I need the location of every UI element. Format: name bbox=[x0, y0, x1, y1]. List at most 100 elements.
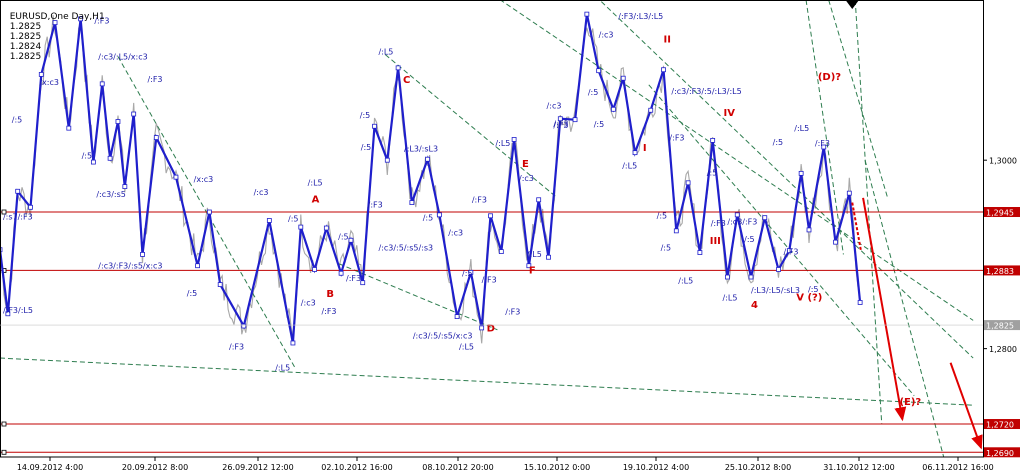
fractal-label: /:L5 bbox=[378, 48, 393, 57]
fractal-label: /:F3 bbox=[783, 247, 798, 256]
level-handle[interactable] bbox=[2, 422, 6, 426]
fractal-label: /:c3 bbox=[519, 174, 534, 183]
fractal-label: /:F3 bbox=[368, 200, 383, 209]
ohlc-low: 1.2824 bbox=[10, 42, 42, 52]
time-tick-label: 31.10.2012 12:00 bbox=[823, 463, 894, 472]
wave-node bbox=[426, 157, 430, 161]
wave-node bbox=[196, 264, 200, 268]
fractal-label: /:F3 bbox=[669, 133, 684, 142]
fractal-label: /:5 bbox=[588, 88, 598, 97]
fractal-label: /:F3 bbox=[472, 196, 487, 205]
fractal-label: /:c3 bbox=[547, 101, 562, 110]
fractal-label: /:5 bbox=[423, 213, 433, 222]
wave-node bbox=[361, 281, 365, 285]
fractal-label: /:5 bbox=[707, 168, 717, 177]
wave-node bbox=[585, 12, 589, 16]
fractal-label: /:c3/:s5 bbox=[96, 190, 126, 199]
fractal-label: /:F3 bbox=[482, 276, 497, 285]
wave-node bbox=[649, 108, 653, 112]
wave-node bbox=[597, 69, 601, 73]
fractal-label: /:5 bbox=[594, 120, 604, 129]
wave-node bbox=[834, 240, 838, 244]
fractal-label: /:F3 bbox=[346, 274, 361, 283]
wave-node bbox=[132, 112, 136, 116]
level-label: 1,2945 bbox=[986, 209, 1014, 218]
fractal-label: /:F3 bbox=[321, 307, 336, 316]
wave-node bbox=[621, 76, 625, 80]
wave-node bbox=[686, 181, 690, 185]
fractal-label: /:5 bbox=[773, 138, 783, 147]
fractal-label: /:L5 bbox=[495, 139, 510, 148]
wave-label: F bbox=[529, 265, 536, 276]
wave-node bbox=[611, 107, 615, 111]
fractal-label: /:c3/:F3/:s5/x:c3 bbox=[98, 262, 162, 271]
wave-node bbox=[349, 238, 353, 242]
wave-node bbox=[291, 341, 295, 345]
current-price-label: 1,2825 bbox=[986, 322, 1014, 331]
wave-node bbox=[218, 283, 222, 287]
wave-label: (D)? bbox=[818, 72, 841, 83]
wave-node bbox=[39, 72, 43, 76]
fractal-label: /:F3 bbox=[815, 139, 830, 148]
wave-node bbox=[777, 267, 781, 271]
fractal-label: /:L5 bbox=[678, 277, 693, 286]
wave-node bbox=[489, 214, 493, 218]
wave-label: V (?) bbox=[796, 293, 822, 304]
wave-node bbox=[499, 250, 503, 254]
wave-node bbox=[573, 118, 577, 122]
wave-label: II bbox=[664, 34, 671, 45]
level-label: 1,2720 bbox=[986, 421, 1014, 430]
fractal-label: /:L5 bbox=[459, 343, 474, 352]
wave-node bbox=[396, 66, 400, 70]
fractal-label: /:5 bbox=[361, 143, 371, 152]
ohlc-open: 1.2825 bbox=[10, 22, 42, 32]
fractal-label: /:c3 bbox=[448, 229, 463, 238]
fractal-label: /:5 bbox=[360, 111, 370, 120]
fractal-label: /:5 bbox=[12, 115, 22, 124]
wave-node bbox=[725, 275, 729, 279]
fractal-label: /:F3 bbox=[553, 119, 568, 128]
wave-node bbox=[67, 126, 71, 130]
fractal-label: /:5 bbox=[187, 289, 197, 298]
fractal-label: /x:c3 bbox=[39, 78, 59, 87]
wave-node bbox=[633, 151, 637, 155]
time-tick-label: 26.09.2012 12:00 bbox=[222, 463, 293, 472]
time-tick-label: 06.11.2012 16:00 bbox=[922, 463, 993, 472]
wave-label: (E)? bbox=[899, 397, 921, 408]
wave-label: I bbox=[643, 143, 647, 154]
wave-node bbox=[100, 82, 104, 86]
fractal-label: /:5 bbox=[744, 235, 754, 244]
fractal-label: /:L3/:L5/:sL3 bbox=[751, 286, 800, 295]
wave-node bbox=[858, 300, 862, 304]
wave-node bbox=[123, 185, 127, 189]
wave-node bbox=[267, 218, 271, 222]
wave-node bbox=[455, 315, 459, 319]
wave-node bbox=[749, 275, 753, 279]
wave-node bbox=[373, 124, 377, 128]
fractal-label: /:L5 bbox=[723, 294, 738, 303]
wave-label: A bbox=[312, 195, 320, 206]
level-label: 1,2883 bbox=[986, 267, 1014, 276]
wave-node bbox=[16, 189, 20, 193]
ohlc-close: 1.2825 bbox=[10, 52, 42, 62]
fractal-label: /:5 bbox=[661, 244, 671, 253]
wave-node bbox=[799, 171, 803, 175]
symbol-label: EURUSD,One Day,H1 bbox=[10, 12, 105, 22]
fractal-label: /:5 bbox=[288, 214, 298, 223]
wave-node bbox=[512, 137, 516, 141]
fractal-label: /:5 bbox=[657, 212, 667, 221]
fractal-label: /:c3/:5/:s5/x:c3 bbox=[413, 331, 473, 340]
wave-node bbox=[674, 229, 678, 233]
wave-node bbox=[207, 210, 211, 214]
wave-node bbox=[698, 251, 702, 255]
fractal-label: /:c3 bbox=[254, 188, 269, 197]
fractal-label: /:c3/:F3 bbox=[727, 217, 757, 226]
level-handle[interactable] bbox=[2, 450, 6, 454]
time-tick-label: 15.10.2012 0:00 bbox=[524, 463, 590, 472]
wave-label: E bbox=[522, 159, 529, 170]
wave-node bbox=[91, 160, 95, 164]
wave-node bbox=[735, 213, 739, 217]
wave-label: IV bbox=[723, 108, 735, 119]
wave-node bbox=[547, 255, 551, 259]
